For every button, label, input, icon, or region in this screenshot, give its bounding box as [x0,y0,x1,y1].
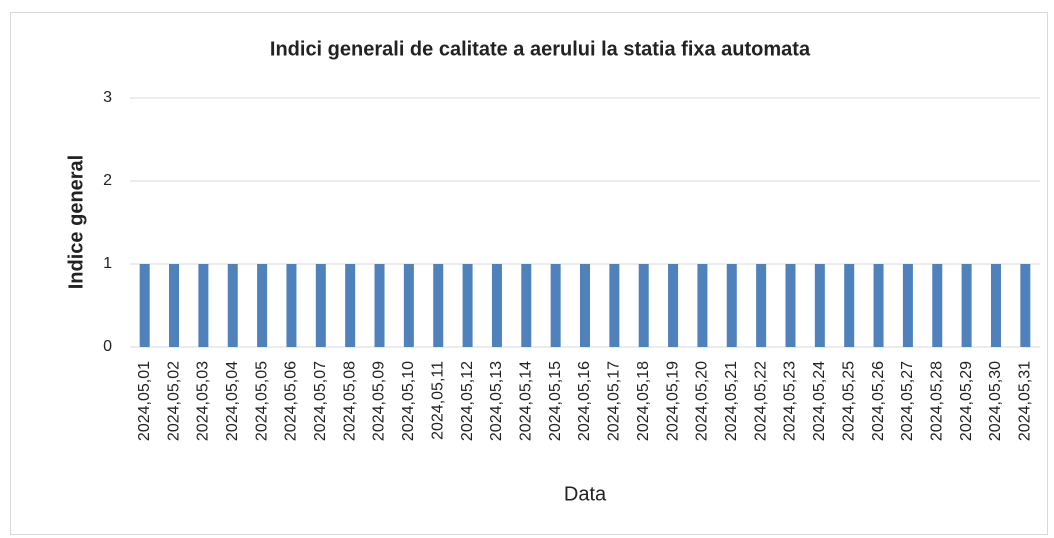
x-tick-label: 2024,05,02 [165,361,182,441]
x-tick-label: 2024,05,04 [224,361,241,441]
bar [756,264,767,347]
bar [227,264,238,347]
x-tick-label: 2024,05,12 [459,361,476,441]
bar [814,264,825,347]
y-tick-label: 1 [103,255,112,272]
bar [345,264,356,347]
bar [169,264,180,347]
y-axis-label: Indice general [65,155,87,290]
y-tick-label: 2 [103,172,112,189]
x-tick-label: 2024,05,31 [1017,361,1034,441]
bar [932,264,943,347]
bar [668,264,679,347]
x-tick-label: 2024,05,27 [899,361,916,441]
bar [521,264,532,347]
bar [990,264,1001,347]
x-tick-label: 2024,05,23 [782,361,799,441]
x-tick-label: 2024,05,18 [635,361,652,441]
x-tick-label: 2024,05,16 [576,361,593,441]
bar [580,264,590,347]
x-tick-label: 2024,05,22 [752,361,769,441]
bar [873,264,884,347]
bar [433,264,444,347]
x-tick-label: 2024,05,08 [341,361,358,441]
x-tick-label: 2024,05,26 [870,361,887,441]
bar [286,264,297,347]
x-tick-label: 2024,05,06 [283,361,300,441]
bar [844,264,855,347]
x-tick-label: 2024,05,13 [488,361,505,441]
bar [638,264,649,347]
bar [785,264,796,347]
x-tick-label: 2024,05,29 [958,361,975,441]
x-tick-label: 2024,05,14 [518,361,535,441]
bar [961,264,972,347]
bar [198,264,209,347]
x-tick-label: 2024,05,25 [840,361,857,441]
bar [403,264,414,347]
x-tick-label: 2024,05,28 [928,361,945,441]
x-tick-label: 2024,05,09 [371,361,388,441]
x-tick-label: 2024,05,19 [664,361,681,441]
bar [315,264,326,347]
x-tick-label: 2024,05,03 [195,361,212,441]
bar [697,264,708,347]
y-tick-label: 0 [103,338,112,355]
x-axis-label: Data [564,483,607,505]
bar [609,264,620,347]
x-tick-label: 2024,05,30 [987,361,1004,441]
chart-title: Indici generali de calitate a aerului la… [270,38,811,60]
x-tick-label: 2024,05,24 [811,361,828,441]
bar [902,264,913,347]
bar [462,264,473,347]
x-tick-label: 2024,05,21 [723,361,740,441]
x-tick-label: 2024,05,10 [400,361,417,441]
bar [374,264,385,347]
x-tick-label: 2024,05,01 [136,361,153,441]
bar [550,264,561,347]
bar [491,264,502,347]
bar [1020,264,1031,347]
bar [726,264,737,347]
x-tick-label: 2024,05,05 [253,361,270,441]
x-tick-label: 2024,05,07 [312,361,329,441]
bar [139,264,150,347]
x-tick-label: 2024,05,17 [606,361,623,441]
x-tick-label: 2024,05,20 [694,361,711,441]
bar [257,264,268,347]
x-tick-label: 2024,05,11 [429,361,446,440]
y-tick-label: 3 [103,89,112,106]
x-tick-label: 2024,05,15 [547,361,564,441]
